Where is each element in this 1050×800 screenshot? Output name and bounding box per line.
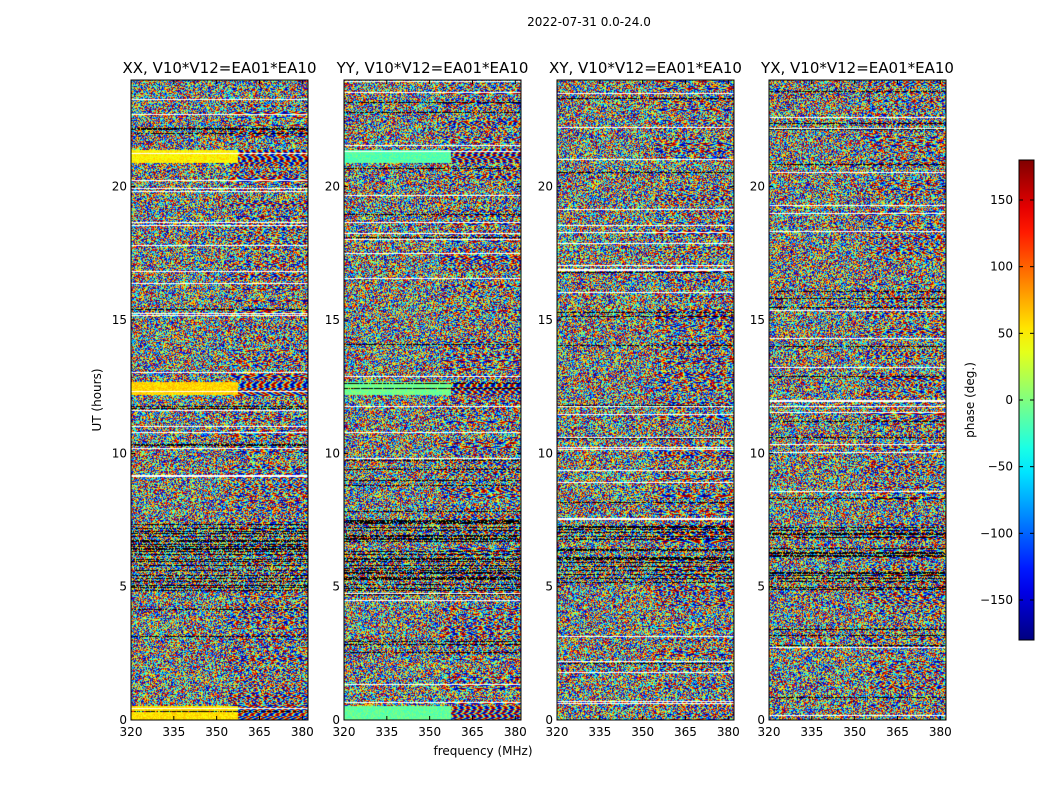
y-tick-label: 15 [750,313,765,327]
x-tick-label: 380 [929,725,952,739]
panel-title: YX, V10*V12=EA01*EA10 [760,59,954,77]
x-tick-label: 320 [546,725,569,739]
x-tick-label: 365 [248,725,271,739]
panel-4: YX, V10*V12=EA01*EA10 320 335 350 365 380 0 5 10… [750,59,954,739]
y-tick-label: 10 [325,446,340,460]
x-tick-label: 335 [588,725,611,739]
panel-title: XY, V10*V12=EA01*EA10 [549,59,742,77]
y-tick-label: 5 [119,580,127,594]
phase-heatmap-image [769,80,946,720]
x-tick-label: 350 [631,725,654,739]
colorbar-label: phase (deg.) [963,362,977,438]
x-axis-label: frequency (MHz) [433,744,532,758]
panel-3: XY, V10*V12=EA01*EA10 320 335 350 365 380 0 5 10… [538,59,742,739]
y-tick-label: 15 [538,313,553,327]
x-tick-label: 380 [717,725,740,739]
figure-suptitle: 2022-07-31 0.0-24.0 [527,15,651,29]
x-tick-label: 320 [120,725,143,739]
x-tick-label: 350 [418,725,441,739]
y-tick-label: 20 [750,180,765,194]
colorbar-tick-label: 150 [990,193,1013,207]
panels-group: XX, V10*V12=EA01*EA10 320 335 350 365 380 0 5 10… [90,59,954,758]
y-tick-label: 10 [538,446,553,460]
y-axis-label: UT (hours) [90,368,104,431]
x-tick-label: 365 [886,725,909,739]
y-tick-label: 5 [332,580,340,594]
y-tick-label: 10 [750,446,765,460]
axes-frame [768,79,947,721]
panel-title: YY, V10*V12=EA01*EA10 [336,59,529,77]
y-tick-label: 5 [757,580,765,594]
x-tick-label: 365 [461,725,484,739]
panel-title: XX, V10*V12=EA01*EA10 [122,59,316,77]
y-tick-label: 20 [538,180,553,194]
x-tick-label: 320 [333,725,356,739]
colorbar-tick-label: −150 [980,593,1013,607]
y-tick-label: 0 [332,713,340,727]
axes-frame [130,79,309,721]
y-tick-label: 20 [325,180,340,194]
phase-heatmap-image [131,80,308,720]
x-tick-label: 380 [504,725,527,739]
phase-heatmap-image [557,80,734,720]
axes-frame [556,79,735,721]
y-tick-label: 20 [112,180,127,194]
y-tick-label: 0 [545,713,553,727]
colorbar-tick-label: −50 [988,460,1013,474]
x-tick-label: 350 [843,725,866,739]
x-tick-label: 335 [375,725,398,739]
panel-2: YY, V10*V12=EA01*EA10 320 335 350 365 380 0 5 10… [325,59,533,758]
y-tick-label: 15 [112,313,127,327]
colorbar-tick-label: 50 [998,326,1013,340]
x-tick-label: 350 [205,725,228,739]
y-tick-label: 5 [545,580,553,594]
y-tick-label: 10 [112,446,127,460]
colorbar-tick-label: −100 [980,526,1013,540]
panel-1: XX, V10*V12=EA01*EA10 320 335 350 365 380 0 5 10… [90,59,317,739]
y-tick-label: 0 [757,713,765,727]
axes-frame [343,79,522,721]
y-tick-label: 15 [325,313,340,327]
x-tick-label: 320 [758,725,781,739]
x-tick-label: 335 [162,725,185,739]
colorbar-tick-label: 0 [1005,393,1013,407]
x-tick-label: 365 [674,725,697,739]
x-tick-label: 380 [291,725,314,739]
x-tick-label: 335 [800,725,823,739]
y-tick-label: 0 [119,713,127,727]
colorbar: 150 100 50 0 −50 −100 −150 phase (deg.) [963,159,1035,641]
colorbar-tick-label: 100 [990,260,1013,274]
phase-heatmap-image [344,80,521,720]
